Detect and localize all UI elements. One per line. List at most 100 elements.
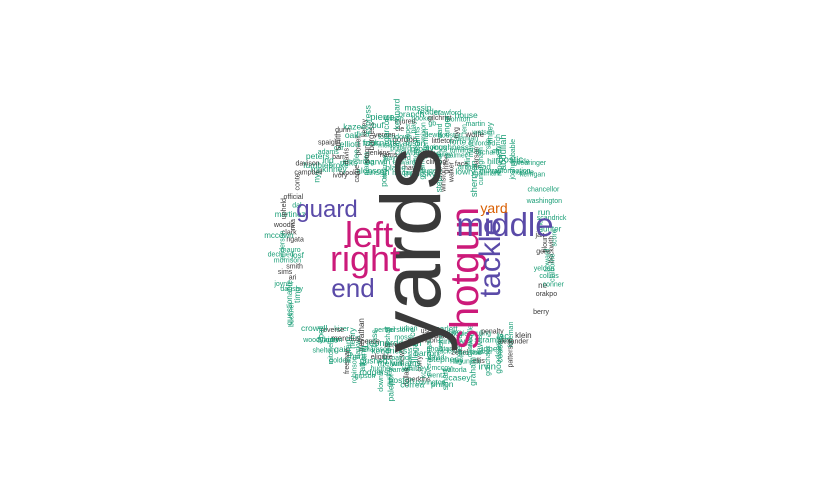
- word-pierre: pierre: [370, 112, 394, 123]
- word-mia: mia: [290, 219, 297, 230]
- word-injured: injured: [395, 119, 416, 126]
- word-morrow: morrow: [382, 154, 389, 178]
- word-dansby: dansby: [280, 286, 303, 293]
- word-leonard: leonard: [367, 338, 399, 349]
- word-guard: guard: [296, 196, 357, 223]
- word-simmons: simmons: [412, 146, 419, 175]
- word-barwin: barwin: [365, 157, 390, 167]
- word-flowers: flowers: [452, 331, 475, 338]
- word-orakpo: orakpo: [536, 291, 558, 298]
- word-sims: sims: [278, 269, 293, 276]
- word-davison: davison: [296, 160, 320, 167]
- word-lac: lac: [497, 331, 509, 342]
- word-fournette: fournette: [363, 138, 401, 149]
- word-golden: golden: [329, 358, 350, 365]
- word-david: david: [428, 355, 445, 362]
- word-shotgun: shotgun: [443, 207, 487, 349]
- word-middle: middle: [456, 206, 553, 243]
- word-newton: newton: [399, 342, 406, 365]
- word-cook: cook: [364, 140, 379, 147]
- word-littleton: littleton: [432, 138, 454, 145]
- word-dalton: dalton: [398, 338, 421, 348]
- word-spaight: spaight: [318, 140, 341, 147]
- word-conte: conte: [294, 173, 301, 190]
- word-kelley: kelley: [361, 119, 368, 137]
- word-massip: massip: [405, 103, 432, 113]
- word-dal: dal: [292, 203, 302, 210]
- word-play: play: [411, 120, 418, 133]
- word-carson: carson: [474, 147, 481, 168]
- word-campbell: campbell: [294, 170, 322, 177]
- word-penalty: penalty: [481, 328, 504, 335]
- word-marshall: marshall: [385, 326, 392, 353]
- word-trevathan: trevathan: [357, 318, 366, 351]
- word-downs: downs: [378, 371, 385, 392]
- word-mixon: mixon: [421, 122, 428, 141]
- word-dunn: dunn: [335, 127, 351, 134]
- word-hankins: hankins: [418, 152, 443, 159]
- word-timu: timu: [292, 287, 302, 303]
- word-buf: buf: [372, 120, 384, 130]
- word-woodyard: woodyard: [302, 337, 333, 344]
- word-anger: anger: [441, 115, 451, 137]
- word-carrie: carrie: [354, 165, 361, 183]
- word-ngata: ngata: [286, 237, 304, 244]
- word-williamson: williamson: [358, 346, 391, 353]
- word-left: left: [345, 214, 393, 255]
- word-henry: henry: [347, 327, 357, 349]
- word-illegal: illegal: [410, 340, 420, 362]
- word-gurley: gurley: [386, 367, 393, 387]
- word-freeman: freeman: [344, 348, 351, 374]
- word-gore: gore: [536, 248, 550, 255]
- word-hughes: hughes: [371, 366, 394, 373]
- word-branch: branch: [398, 109, 424, 119]
- word-kc: kc: [421, 371, 428, 379]
- word-shelton: shelton: [313, 348, 336, 355]
- word-la: la: [461, 367, 467, 374]
- word-chancellor: chancellor: [527, 186, 560, 193]
- word-simon: simon: [364, 145, 371, 164]
- word-mckinney: mckinney: [311, 164, 348, 174]
- word-kang: kang: [358, 345, 369, 366]
- word-scrambles: scrambles: [474, 336, 510, 345]
- word-rodgers: rodgers: [359, 367, 388, 377]
- word-reader: reader: [418, 108, 441, 117]
- word-clinton: clinton: [426, 159, 446, 166]
- word-finney: finney: [486, 122, 495, 143]
- word-pennel: pennel: [374, 327, 395, 334]
- word-chi: chi: [492, 148, 501, 155]
- word-yard: yard: [480, 200, 507, 216]
- word-darkwa: darkwa: [355, 336, 362, 359]
- word-boston: boston: [389, 375, 415, 385]
- word-martin: martin: [466, 121, 486, 128]
- word-watson: watson: [471, 129, 494, 136]
- word-riley: riley: [450, 359, 463, 366]
- word-enforced: enforced: [468, 141, 495, 148]
- word-huddle: huddle: [513, 169, 534, 176]
- word-coleman: coleman: [421, 128, 430, 158]
- word-fitzpatrick: fitzpatrick: [382, 355, 412, 362]
- word-adams: adams: [318, 149, 340, 156]
- word-goodson: goodson: [493, 341, 503, 374]
- word-searcy: searcy: [443, 329, 464, 336]
- word-lawson: lawson: [470, 349, 492, 356]
- word-powell: powell: [355, 135, 362, 155]
- word-smart: smart: [440, 368, 450, 390]
- word-davis: davis: [344, 148, 351, 165]
- word-scarlett: scarlett: [432, 325, 459, 334]
- word-murrayformation: murrayformation: [480, 168, 531, 175]
- word-score: score: [552, 229, 559, 246]
- word-abdullah: abdullah: [498, 134, 509, 170]
- word-nyj: nyj: [311, 172, 321, 183]
- word-roughness: roughness: [432, 143, 469, 152]
- word-collins: collins: [411, 127, 421, 151]
- word-van: van: [490, 169, 501, 176]
- word-orchard: orchard: [476, 150, 500, 157]
- word-ivory: ivory: [333, 173, 348, 180]
- word-siemian: siemian: [454, 135, 478, 142]
- word-oak: oak: [345, 130, 359, 140]
- word-kendricks: kendricks: [371, 346, 407, 356]
- word-bostic: bostic: [498, 155, 523, 166]
- word-lowry: lowry: [455, 166, 476, 176]
